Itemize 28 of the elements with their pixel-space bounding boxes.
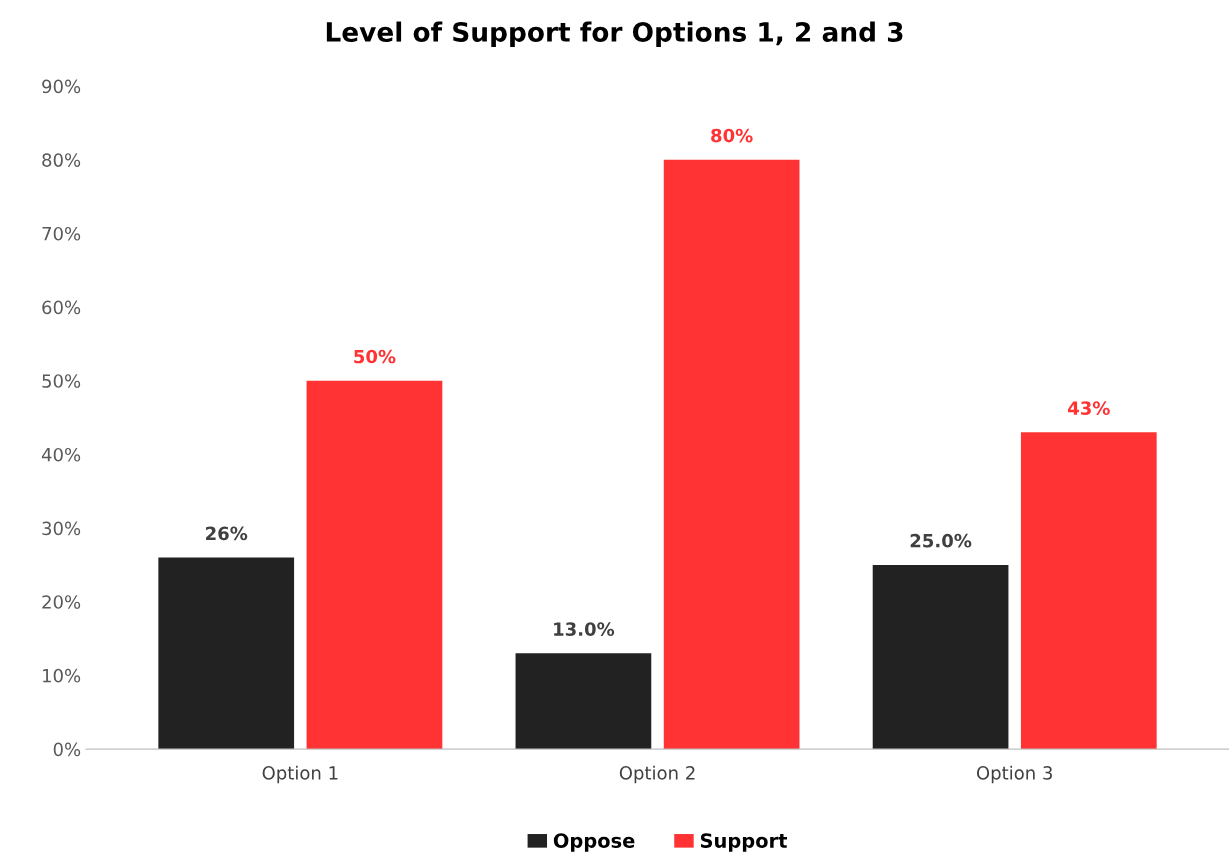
data-label: 43% [1068,401,1110,415]
y-tick-label: 0% [53,742,81,757]
data-label: 25.0% [910,533,972,548]
data-label: 13.0% [554,622,615,636]
bar [158,557,295,750]
y-tick-label: 40% [41,447,81,462]
bar [1020,432,1157,750]
chart-title: Level of Support for Options 1, 2 and 3 [326,21,903,48]
y-tick-label: 50% [42,374,81,388]
x-tick-label: Option 2 [619,765,695,784]
x-tick-label: Option 1 [262,765,338,784]
bar [515,653,652,750]
y-tick-label: 20% [42,595,81,609]
y-tick-label: 60% [42,300,81,315]
bar [663,159,800,750]
y-tick-label: 80% [42,153,81,167]
legend-label: Oppose [553,833,635,852]
y-tick-label: 90% [42,79,81,94]
y-tick-label: 10% [43,668,81,683]
bar [306,380,443,750]
y-tick-label: 30% [42,521,81,536]
data-label: 50% [354,349,396,364]
x-tick-label: Option 3 [976,765,1052,784]
legend-label: Support [700,833,787,852]
y-tick-label: 70% [42,226,81,241]
data-label: 80% [711,128,753,143]
data-label: 26% [206,526,248,541]
bar [872,564,1009,750]
